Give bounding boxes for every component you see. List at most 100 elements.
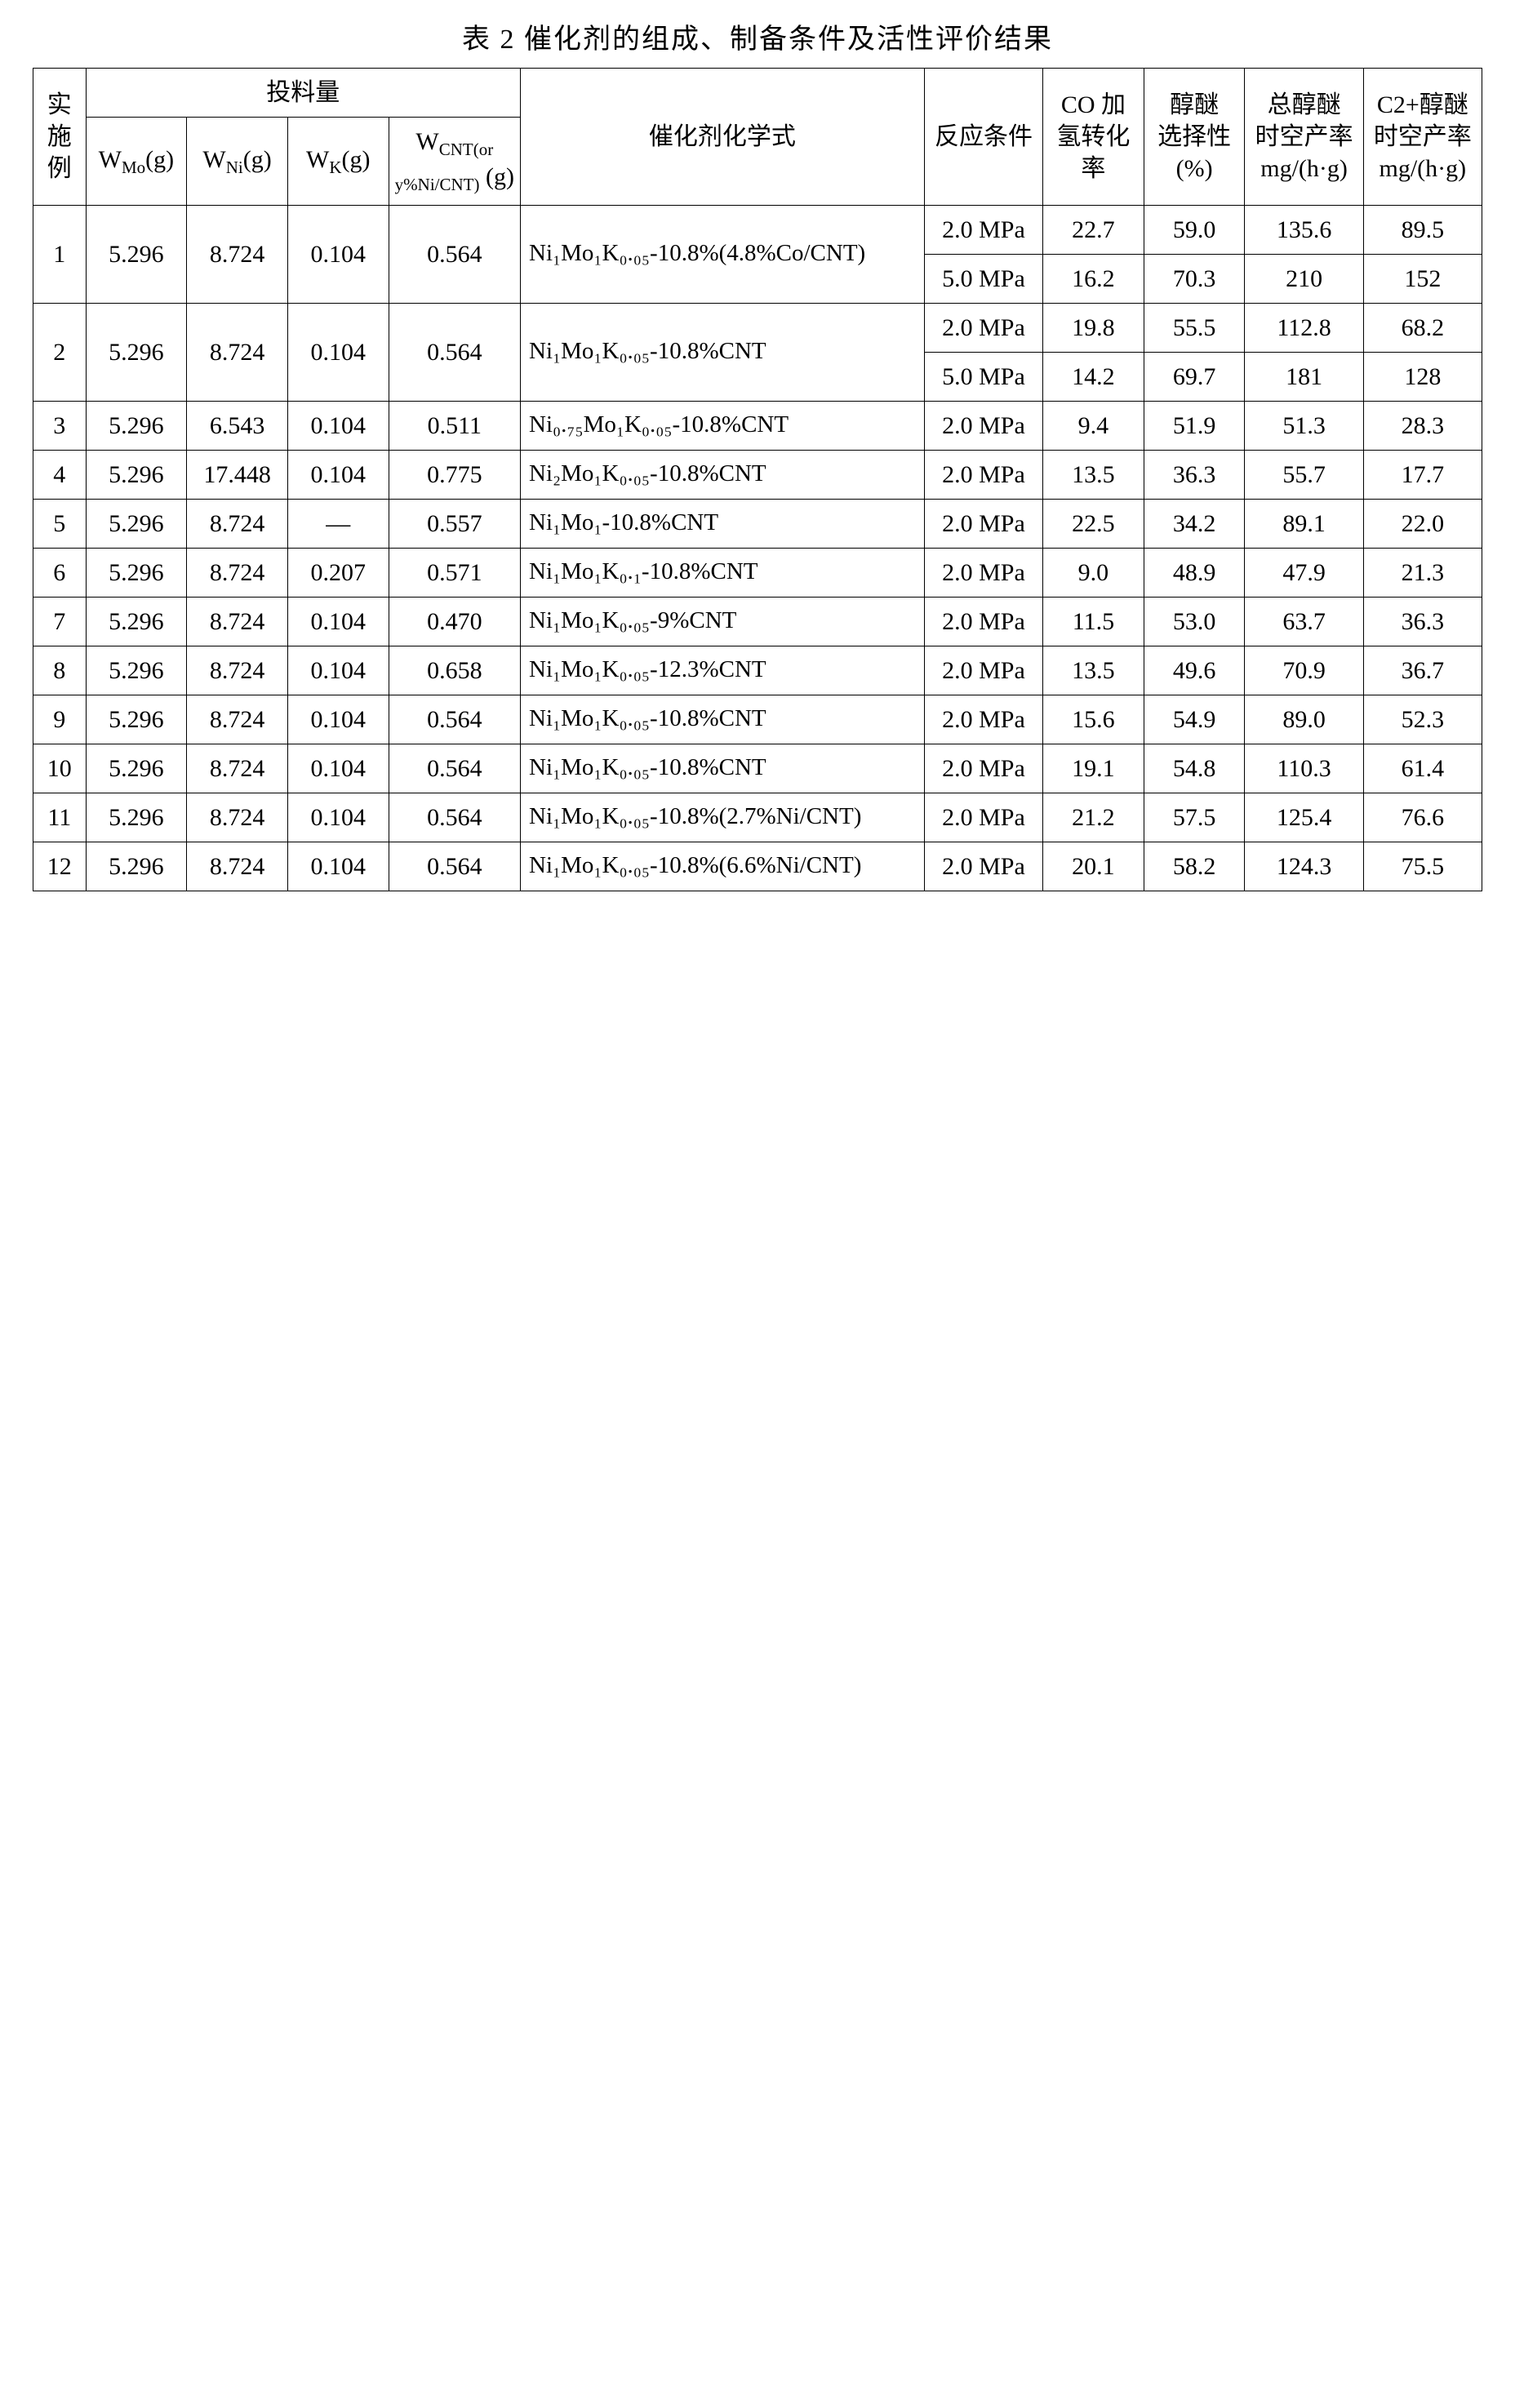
- cell-total: 70.9: [1245, 646, 1363, 695]
- cell-formula: Ni₁Mo₁K₀.₀₅-9%CNT: [521, 597, 925, 646]
- hdr-wk: WK(g): [287, 118, 389, 206]
- cell-condition: 2.0 MPa: [924, 205, 1042, 254]
- cell-formula: Ni₁Mo₁K₀.₀₅-10.8%(6.6%Ni/CNT): [521, 842, 925, 891]
- cell-index: 9: [33, 695, 87, 744]
- cell-condition: 5.0 MPa: [924, 254, 1042, 303]
- cell-co: 13.5: [1043, 450, 1144, 499]
- page: 表 2 催化剂的组成、制备条件及活性评价结果 实施例 投料量 催化剂化学式 反应…: [0, 0, 1515, 908]
- cell-selectivity: 54.8: [1144, 744, 1245, 793]
- table-row: 15.2968.7240.1040.564Ni₁Mo₁K₀.₀₅-10.8%(4…: [33, 205, 1482, 254]
- cell-total: 47.9: [1245, 548, 1363, 597]
- cell-wni: 8.724: [187, 793, 288, 842]
- cell-co: 20.1: [1043, 842, 1144, 891]
- table-caption: 表 2 催化剂的组成、制备条件及活性评价结果: [33, 16, 1482, 56]
- cell-c2: 22.0: [1363, 499, 1482, 548]
- cell-formula: Ni₁Mo₁-10.8%CNT: [521, 499, 925, 548]
- cell-co: 9.0: [1043, 548, 1144, 597]
- cell-index: 5: [33, 499, 87, 548]
- cell-condition: 2.0 MPa: [924, 303, 1042, 352]
- cell-co: 21.2: [1043, 793, 1144, 842]
- cell-wk: 0.104: [287, 303, 389, 401]
- cell-selectivity: 55.5: [1144, 303, 1245, 352]
- cell-wmo: 5.296: [86, 744, 187, 793]
- cell-wk: 0.207: [287, 548, 389, 597]
- cell-c2: 52.3: [1363, 695, 1482, 744]
- hdr-selectivity: 醇醚选择性(%): [1144, 69, 1245, 206]
- cell-selectivity: 34.2: [1144, 499, 1245, 548]
- cell-index: 6: [33, 548, 87, 597]
- cell-co: 19.1: [1043, 744, 1144, 793]
- cell-c2: 89.5: [1363, 205, 1482, 254]
- cell-total: 63.7: [1245, 597, 1363, 646]
- catalyst-table: 实施例 投料量 催化剂化学式 反应条件 CO 加氢转化率 醇醚选择性(%) 总醇…: [33, 68, 1482, 891]
- cell-wni: 8.724: [187, 695, 288, 744]
- table-row: 115.2968.7240.1040.564Ni₁Mo₁K₀.₀₅-10.8%(…: [33, 793, 1482, 842]
- cell-wni: 8.724: [187, 842, 288, 891]
- cell-selectivity: 69.7: [1144, 352, 1245, 401]
- cell-wmo: 5.296: [86, 450, 187, 499]
- cell-wmo: 5.296: [86, 842, 187, 891]
- cell-wk: 0.104: [287, 646, 389, 695]
- hdr-index: 实施例: [33, 69, 87, 206]
- cell-formula: Ni₁Mo₁K₀.₁-10.8%CNT: [521, 548, 925, 597]
- cell-co: 13.5: [1043, 646, 1144, 695]
- cell-selectivity: 51.9: [1144, 401, 1245, 450]
- cell-selectivity: 53.0: [1144, 597, 1245, 646]
- cell-condition: 2.0 MPa: [924, 450, 1042, 499]
- cell-wmo: 5.296: [86, 646, 187, 695]
- cell-c2: 21.3: [1363, 548, 1482, 597]
- cell-total: 110.3: [1245, 744, 1363, 793]
- cell-index: 7: [33, 597, 87, 646]
- table-row: 55.2968.724—0.557Ni₁Mo₁-10.8%CNT2.0 MPa2…: [33, 499, 1482, 548]
- hdr-wcnt: WCNT(ory%Ni/CNT) (g): [389, 118, 520, 206]
- table-row: 35.2966.5430.1040.511Ni₀.₇₅Mo₁K₀.₀₅-10.8…: [33, 401, 1482, 450]
- cell-co: 14.2: [1043, 352, 1144, 401]
- cell-wcnt: 0.511: [389, 401, 520, 450]
- cell-selectivity: 54.9: [1144, 695, 1245, 744]
- cell-co: 9.4: [1043, 401, 1144, 450]
- cell-wk: 0.104: [287, 450, 389, 499]
- cell-condition: 2.0 MPa: [924, 499, 1042, 548]
- cell-condition: 2.0 MPa: [924, 646, 1042, 695]
- cell-wni: 8.724: [187, 646, 288, 695]
- cell-selectivity: 70.3: [1144, 254, 1245, 303]
- cell-index: 11: [33, 793, 87, 842]
- cell-co: 22.7: [1043, 205, 1144, 254]
- cell-wk: —: [287, 499, 389, 548]
- cell-condition: 2.0 MPa: [924, 548, 1042, 597]
- cell-co: 15.6: [1043, 695, 1144, 744]
- hdr-formula: 催化剂化学式: [521, 69, 925, 206]
- cell-wcnt: 0.564: [389, 695, 520, 744]
- cell-wni: 8.724: [187, 548, 288, 597]
- cell-wni: 8.724: [187, 597, 288, 646]
- cell-index: 1: [33, 205, 87, 303]
- table-row: 65.2968.7240.2070.571Ni₁Mo₁K₀.₁-10.8%CNT…: [33, 548, 1482, 597]
- cell-co: 19.8: [1043, 303, 1144, 352]
- cell-condition: 2.0 MPa: [924, 793, 1042, 842]
- table-row: 125.2968.7240.1040.564Ni₁Mo₁K₀.₀₅-10.8%(…: [33, 842, 1482, 891]
- cell-wmo: 5.296: [86, 548, 187, 597]
- cell-c2: 76.6: [1363, 793, 1482, 842]
- cell-wni: 17.448: [187, 450, 288, 499]
- cell-wni: 8.724: [187, 744, 288, 793]
- cell-c2: 152: [1363, 254, 1482, 303]
- header-row-1: 实施例 投料量 催化剂化学式 反应条件 CO 加氢转化率 醇醚选择性(%) 总醇…: [33, 69, 1482, 118]
- cell-c2: 28.3: [1363, 401, 1482, 450]
- hdr-co: CO 加氢转化率: [1043, 69, 1144, 206]
- cell-wmo: 5.296: [86, 205, 187, 303]
- cell-wmo: 5.296: [86, 499, 187, 548]
- cell-formula: Ni₁Mo₁K₀.₀₅-10.8%(2.7%Ni/CNT): [521, 793, 925, 842]
- cell-c2: 68.2: [1363, 303, 1482, 352]
- table-row: 85.2968.7240.1040.658Ni₁Mo₁K₀.₀₅-12.3%CN…: [33, 646, 1482, 695]
- cell-total: 55.7: [1245, 450, 1363, 499]
- hdr-feed-group: 投料量: [86, 69, 520, 118]
- cell-selectivity: 48.9: [1144, 548, 1245, 597]
- cell-co: 11.5: [1043, 597, 1144, 646]
- cell-condition: 2.0 MPa: [924, 695, 1042, 744]
- table-head: 实施例 投料量 催化剂化学式 反应条件 CO 加氢转化率 醇醚选择性(%) 总醇…: [33, 69, 1482, 206]
- cell-c2: 36.3: [1363, 597, 1482, 646]
- cell-formula: Ni₁Mo₁K₀.₀₅-10.8%CNT: [521, 303, 925, 401]
- cell-wk: 0.104: [287, 695, 389, 744]
- cell-total: 124.3: [1245, 842, 1363, 891]
- cell-co: 22.5: [1043, 499, 1144, 548]
